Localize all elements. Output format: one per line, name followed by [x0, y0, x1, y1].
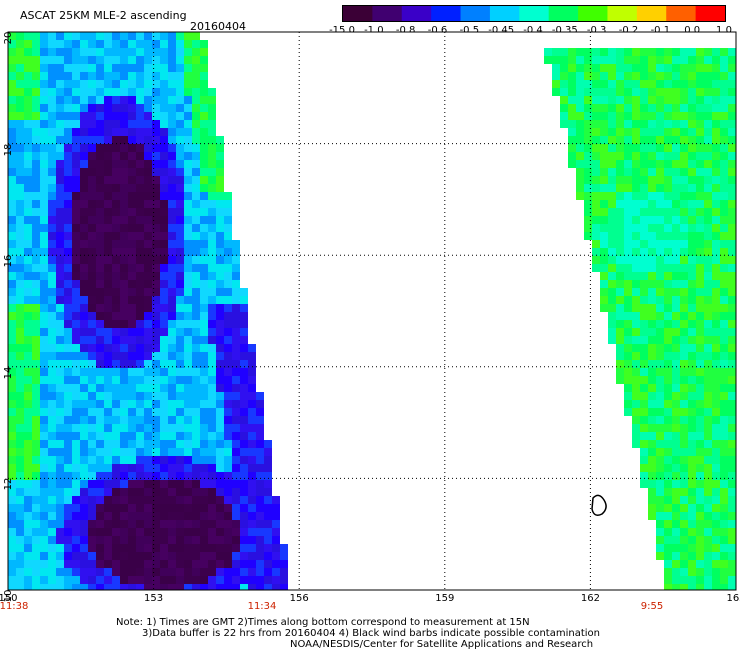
- colorbar-label: -0.4: [523, 25, 543, 36]
- colorbar-label: -0.5: [459, 25, 480, 36]
- time-right: 9:55: [640, 601, 664, 612]
- y-tick-label: 20: [2, 31, 14, 45]
- colorbar-label: -0.3: [586, 25, 607, 36]
- y-tick-label: 18: [2, 143, 14, 156]
- colorbar-label: -0.1: [650, 25, 671, 36]
- colorbar-label: -1.0: [364, 25, 384, 36]
- map-date: 20160404: [190, 20, 246, 33]
- colorbar-segment: [519, 6, 550, 21]
- colorbar-segment: [489, 6, 520, 21]
- left-swath: [8, 32, 288, 590]
- colorbar: [342, 5, 726, 22]
- colorbar-segment: [666, 6, 697, 21]
- colorbar-segment: [343, 6, 373, 21]
- colorbar-segment: [636, 6, 667, 21]
- y-tick-label: 16: [2, 254, 14, 268]
- colorbar-segment: [460, 6, 491, 21]
- colorbar-segment: [431, 6, 462, 21]
- time-left-start: 11:38: [0, 601, 29, 612]
- colorbar-segment: [607, 6, 638, 21]
- x-tick-label: 159: [435, 593, 455, 604]
- colorbar-segment: [401, 6, 432, 21]
- colorbar-segment: [695, 6, 725, 21]
- colorbar-label: -0.45: [488, 25, 515, 36]
- gridlines: [8, 32, 736, 590]
- map-title: ASCAT 25KM MLE-2 ascending: [20, 9, 187, 22]
- colorbar-label: -0.35: [551, 25, 578, 36]
- colorbar-segment: [548, 6, 579, 21]
- note-line-2: 3)Data buffer is 22 hrs from 20160404 4)…: [142, 628, 600, 639]
- colorbar-segment: [372, 6, 403, 21]
- y-tick-label: 12: [2, 478, 14, 491]
- x-tick-label: 150: [0, 593, 18, 604]
- y-tick-label: 14: [2, 366, 14, 380]
- x-tick-label: 165: [726, 593, 740, 604]
- colorbar-label: 0.0: [684, 25, 701, 36]
- colorbar-label: -0.8: [395, 25, 416, 36]
- colorbar-label: -0.2: [618, 25, 639, 36]
- colorbar-label: 1.0: [716, 25, 732, 36]
- note-line-1: Note: 1) Times are GMT 2)Times along bot…: [116, 617, 530, 628]
- colorbar-label: -15.0: [329, 25, 355, 36]
- x-tick-label: 156: [289, 593, 309, 604]
- colorbar-label: -0.6: [427, 25, 448, 36]
- note-line-3: NOAA/NESDIS/Center for Satellite Applica…: [290, 639, 594, 650]
- colorbar-segment: [578, 6, 608, 21]
- time-left-end: 11:34: [247, 601, 277, 612]
- right-swath: [544, 48, 736, 590]
- x-tick-label: 162: [580, 593, 600, 604]
- island-outline: [591, 494, 607, 516]
- x-tick-label: 153: [144, 593, 164, 604]
